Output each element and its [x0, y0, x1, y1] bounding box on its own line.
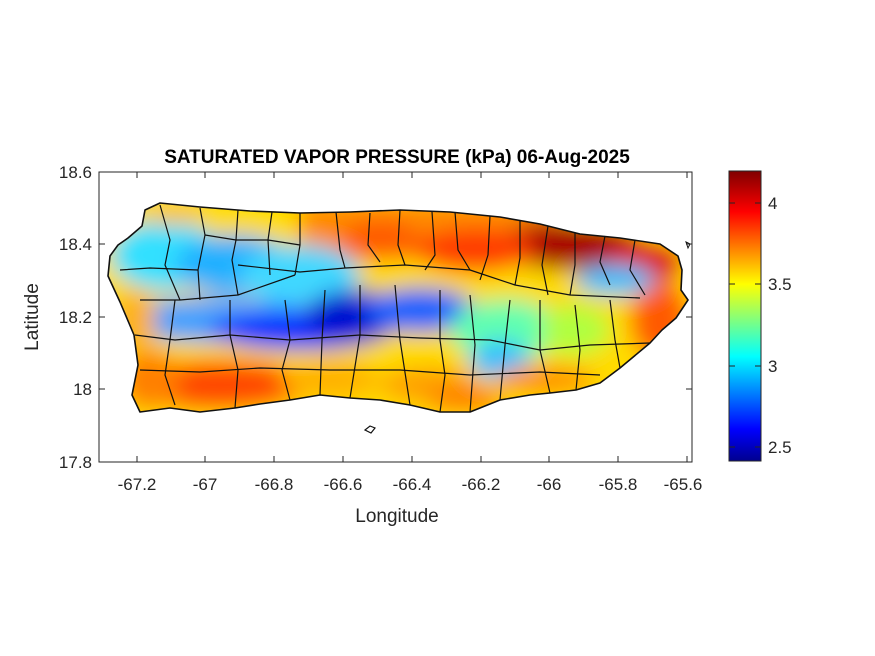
- x-tick-label: -66.2: [462, 475, 501, 494]
- x-tick-label: -66.8: [255, 475, 294, 494]
- x-tick-label: -67: [193, 475, 218, 494]
- colorbar-tick-label: 2.5: [768, 438, 792, 457]
- colorbar: [728, 170, 762, 462]
- x-tick-label: -67.2: [118, 475, 157, 494]
- x-tick-label: -66: [537, 475, 562, 494]
- x-tick-label: -65.8: [599, 475, 638, 494]
- colorbar-ticks: [729, 202, 761, 448]
- y-tick-label: 17.8: [59, 453, 92, 472]
- colorbar-tick-label: 3.5: [768, 275, 792, 294]
- map-title: SATURATED VAPOR PRESSURE (kPa) 06-Aug-20…: [164, 147, 630, 168]
- y-tick-label: 18.2: [59, 308, 92, 327]
- x-axis-label: Longitude: [355, 506, 438, 527]
- y-tick-label: 18.6: [59, 163, 92, 182]
- east-islet: [685, 241, 691, 250]
- x-tick-label: -66.4: [393, 475, 432, 494]
- y-tick-labels: 18.6 18.4 18.2 18 17.8: [59, 163, 92, 472]
- x-tick-labels: -67.2 -67 -66.8 -66.6 -66.4 -66.2 -66 -6…: [118, 475, 703, 494]
- y-tick-label: 18: [73, 380, 92, 399]
- y-tick-label: 18.4: [59, 235, 92, 254]
- x-tick-label: -65.6: [664, 475, 703, 494]
- colorbar-tick-label: 3: [768, 357, 777, 376]
- municipality-boundaries: [119, 204, 651, 413]
- x-tick-label: -66.6: [324, 475, 363, 494]
- x-axis: [136, 172, 688, 462]
- y-axis-label: Latitude: [22, 283, 43, 351]
- colorbar-tick-labels: 4 3.5 3 2.5: [768, 194, 792, 457]
- colorbar-tick-label: 4: [768, 194, 777, 213]
- caja-de-muertos-island: [363, 425, 376, 434]
- y-axis: [99, 171, 692, 463]
- island-outline: [107, 202, 689, 413]
